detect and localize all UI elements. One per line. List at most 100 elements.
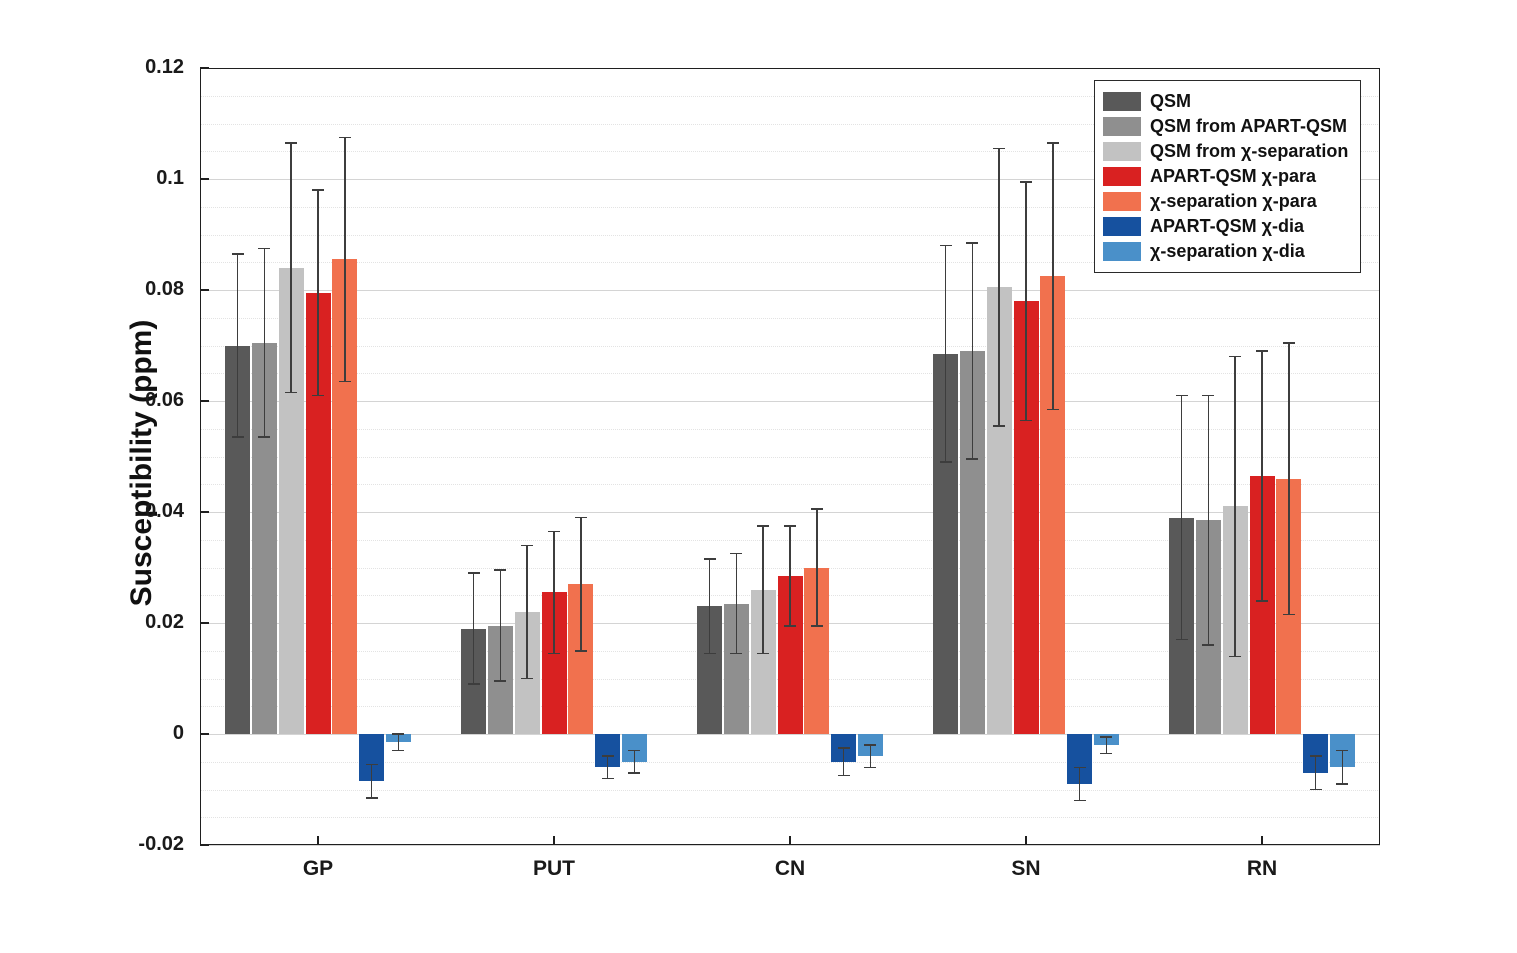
- y-tick-label: 0.06: [145, 389, 184, 411]
- error-bar-cap: [338, 380, 351, 383]
- legend-swatch: [1103, 142, 1141, 161]
- minor-gridline: [200, 345, 1380, 347]
- legend-swatch: [1103, 242, 1141, 261]
- error-bar-cap: [365, 797, 378, 799]
- legend: QSM QSM from APART-QSM QSM from χ-separati…: [1094, 80, 1362, 273]
- error-bar-cap: [338, 136, 351, 139]
- error-bar-cap: [601, 755, 614, 757]
- error-bar-cap: [1020, 180, 1032, 183]
- error-bar-cap: [574, 516, 587, 519]
- error-bar-cap: [548, 530, 560, 533]
- error-bar-cap: [285, 391, 298, 394]
- x-tick-label: RN: [1246, 857, 1278, 880]
- error-bar: [290, 142, 292, 393]
- error-bar-cap: [864, 744, 877, 746]
- error-bar-cap: [1309, 755, 1322, 757]
- error-bar-cap: [864, 766, 877, 769]
- minor-gridline: [200, 123, 1380, 125]
- error-bar-cap: [1100, 752, 1113, 755]
- error-bar-cap: [548, 652, 560, 655]
- error-bar: [1314, 756, 1317, 790]
- error-bar-cap: [1202, 644, 1215, 646]
- error-bar: [998, 148, 1000, 426]
- legend-item: APART-QSM χ-dia: [1103, 216, 1348, 237]
- legend-label: χ-separation χ-dia: [1150, 241, 1305, 261]
- error-bar-cap: [1020, 419, 1032, 422]
- error-bar-cap: [1309, 788, 1322, 791]
- y-tick-mark: [200, 733, 209, 735]
- error-bar: [553, 531, 555, 654]
- error-bar: [971, 242, 974, 460]
- y-tick-mark: [200, 511, 209, 513]
- legend-label: χ-separation χ-para: [1150, 191, 1317, 211]
- error-bar: [1341, 750, 1344, 784]
- error-bar: [580, 517, 582, 651]
- error-bar-cap: [285, 142, 298, 144]
- major-gridline: [200, 845, 1380, 846]
- error-bar-cap: [574, 649, 587, 652]
- error-bar-cap: [730, 552, 743, 555]
- legend-label: QSM: [1150, 91, 1192, 111]
- error-bar-cap: [312, 394, 324, 397]
- error-bar: [1207, 395, 1210, 646]
- error-bar-cap: [1282, 341, 1295, 344]
- error-bar: [499, 570, 502, 682]
- y-tick-mark: [200, 622, 209, 624]
- x-tick-mark: [1025, 836, 1027, 845]
- error-bar: [472, 573, 475, 685]
- error-bar: [397, 734, 400, 751]
- error-bar: [1105, 736, 1108, 754]
- legend-swatch: [1103, 217, 1141, 236]
- error-bar-cap: [628, 772, 641, 774]
- error-bar: [263, 248, 266, 438]
- minor-gridline: [200, 262, 1380, 264]
- error-bar-cap: [810, 508, 823, 511]
- major-gridline: [200, 512, 1380, 513]
- error-bar-cap: [1046, 142, 1059, 144]
- error-bar-cap: [1256, 350, 1268, 352]
- error-bar: [1025, 181, 1027, 421]
- error-bar-cap: [1282, 613, 1295, 616]
- error-bar: [869, 745, 872, 768]
- error-bar: [944, 245, 947, 463]
- legend-swatch: [1103, 167, 1141, 186]
- legend-label: APART-QSM χ-dia: [1150, 216, 1305, 236]
- y-tick-mark: [200, 289, 209, 291]
- error-bar: [842, 747, 845, 776]
- x-tick-label: SN: [1011, 857, 1041, 880]
- error-bar-cap: [628, 749, 641, 752]
- error-bar: [762, 525, 764, 654]
- legend-swatch: [1103, 192, 1141, 211]
- error-bar: [816, 509, 818, 626]
- error-bar-cap: [757, 652, 770, 655]
- major-gridline: [200, 68, 1380, 69]
- y-tick-mark: [200, 178, 209, 180]
- x-tick-mark: [553, 836, 555, 845]
- x-tick-mark: [789, 836, 791, 845]
- minor-gridline: [200, 761, 1380, 763]
- x-tick-label: GP: [302, 857, 334, 880]
- error-bar-cap: [810, 624, 823, 627]
- error-bar-cap: [467, 683, 480, 685]
- legend-item: QSM from APART-QSM: [1103, 116, 1348, 137]
- legend-swatch: [1103, 92, 1141, 111]
- minor-gridline: [200, 206, 1380, 208]
- y-tick-mark: [200, 844, 209, 846]
- y-tick-mark: [200, 67, 209, 69]
- error-bar-cap: [521, 544, 534, 547]
- legend-swatch: [1103, 117, 1141, 136]
- error-bar: [1261, 351, 1263, 601]
- error-bar-cap: [1175, 394, 1188, 397]
- error-bar-cap: [966, 242, 979, 244]
- error-bar-cap: [1229, 655, 1242, 658]
- legend-item: APART-QSM χ-para: [1103, 166, 1348, 187]
- minor-gridline: [200, 317, 1380, 319]
- error-bar: [1052, 142, 1054, 410]
- error-bar-cap: [231, 253, 244, 255]
- minor-gridline: [200, 95, 1380, 97]
- error-bar-cap: [365, 763, 378, 766]
- error-bar-cap: [703, 558, 716, 560]
- y-tick-label: 0.08: [145, 278, 184, 300]
- error-bar: [1078, 767, 1081, 801]
